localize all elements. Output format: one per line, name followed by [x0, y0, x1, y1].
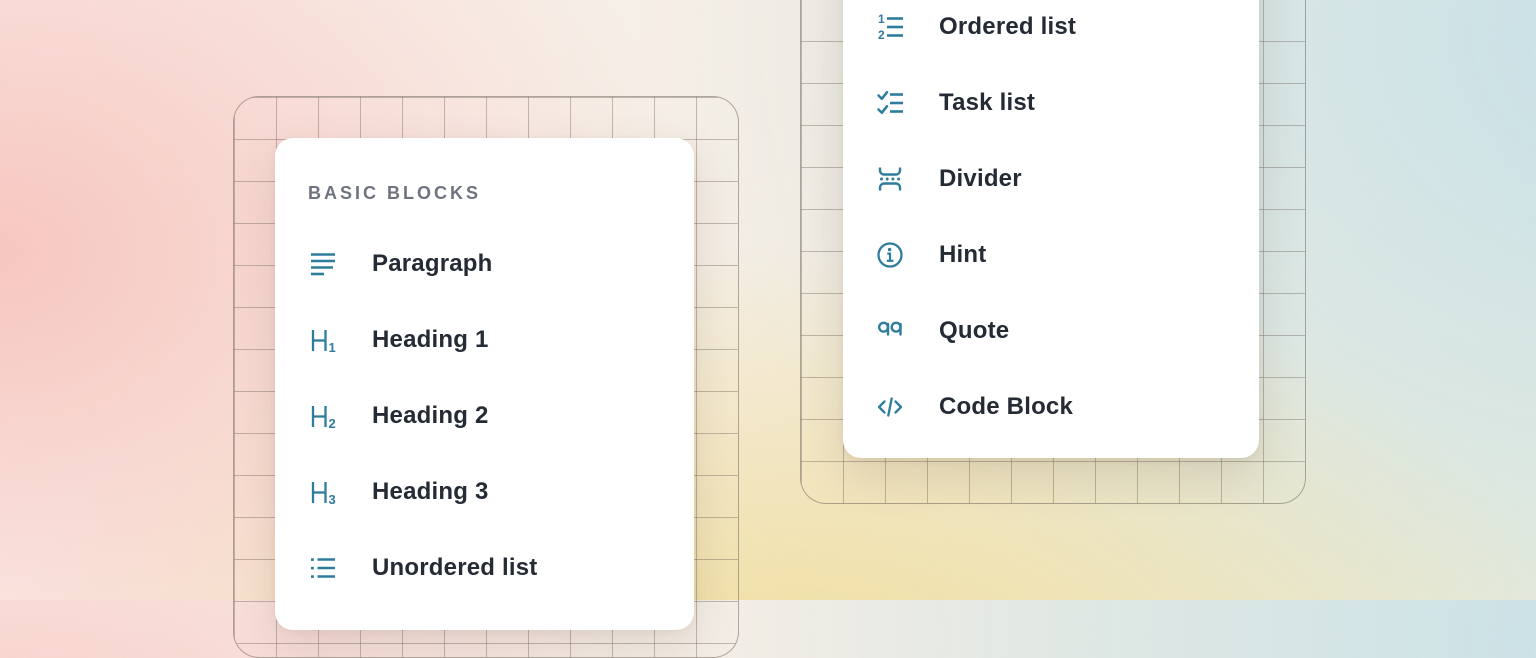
menu-item-paragraph[interactable]: Paragraph [308, 226, 694, 302]
divider-icon [875, 165, 905, 193]
heading-3-icon: 3 [308, 478, 338, 506]
menu-item-ordered-list[interactable]: 1 2 Ordered list [875, 0, 1259, 65]
heading-2-icon: 2 [308, 402, 338, 430]
menu-item-label: Paragraph [372, 250, 493, 277]
hint-icon [875, 241, 905, 269]
block-menu-panel-basic: BASIC BLOCKS Paragraph 1 [275, 138, 694, 630]
paragraph-icon [308, 250, 338, 278]
panel-header-basic-blocks: BASIC BLOCKS [308, 183, 482, 203]
menu-item-label: Divider [939, 165, 1022, 192]
svg-text:1: 1 [329, 340, 336, 354]
menu-item-label: Hint [939, 241, 987, 268]
menu-item-label: Quote [939, 317, 1010, 344]
menu-item-hint[interactable]: Hint [875, 217, 1259, 293]
menu-item-divider[interactable]: Divider [875, 141, 1259, 217]
menu-item-task-list[interactable]: Task list [875, 65, 1259, 141]
svg-text:1: 1 [878, 13, 885, 26]
code-block-icon [875, 393, 905, 421]
ordered-list-icon: 1 2 [875, 13, 905, 41]
menu-item-quote[interactable]: Quote [875, 293, 1259, 369]
menu-item-label: Ordered list [939, 13, 1077, 40]
menu-item-heading-2[interactable]: 2 Heading 2 [308, 378, 694, 454]
menu-item-label: Heading 2 [372, 402, 489, 429]
menu-item-unordered-list[interactable]: Unordered list [308, 530, 694, 606]
menu-item-heading-1[interactable]: 1 Heading 1 [308, 302, 694, 378]
menu-item-label: Task list [939, 89, 1036, 116]
menu-item-label: Heading 3 [372, 478, 489, 505]
unordered-list-icon [308, 554, 338, 582]
svg-text:3: 3 [329, 492, 336, 506]
heading-1-icon: 1 [308, 326, 338, 354]
menu-item-heading-3[interactable]: 3 Heading 3 [308, 454, 694, 530]
menu-item-label: Unordered list [372, 554, 538, 581]
menu-item-label: Heading 1 [372, 326, 489, 353]
task-list-icon [875, 89, 905, 117]
menu-item-code-block[interactable]: Code Block [875, 369, 1259, 445]
menu-item-label: Code Block [939, 393, 1074, 420]
quote-icon [875, 317, 905, 345]
svg-text:2: 2 [878, 28, 885, 41]
svg-text:2: 2 [329, 416, 336, 430]
block-menu-panel-more: 1 2 Ordered list Task list [843, 0, 1259, 458]
